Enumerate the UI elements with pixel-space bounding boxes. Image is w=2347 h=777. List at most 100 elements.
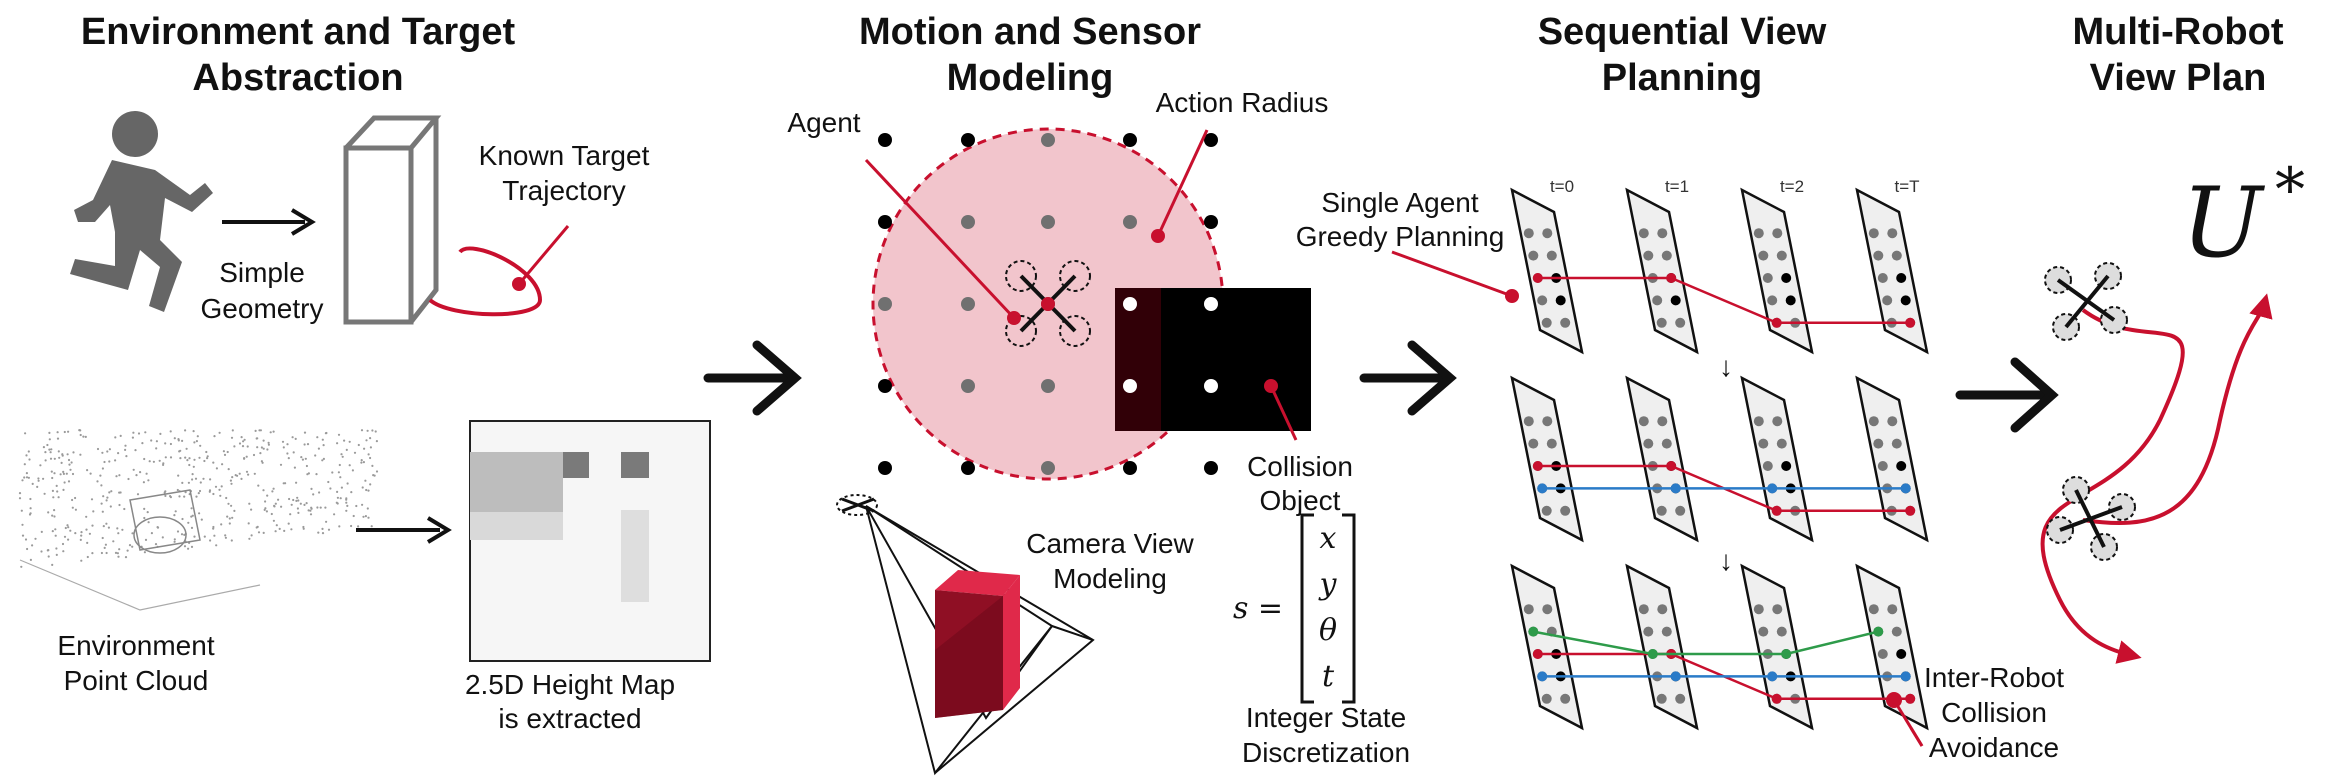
- panel-state-node: [1555, 295, 1566, 306]
- state-node: [878, 133, 892, 147]
- panel-state-node: [1546, 438, 1557, 449]
- single-agent-start: [1505, 289, 1519, 303]
- state-x: x: [1320, 521, 1337, 556]
- panel-state-node: [1560, 317, 1571, 328]
- panel-state-node: [1891, 626, 1902, 637]
- time-label-T: t=T: [1894, 177, 1919, 196]
- point-cloud-image: [18, 429, 379, 611]
- optimal-plan-symbol: U: [2182, 167, 2266, 279]
- simple-geometry-label-2: Geometry: [201, 293, 324, 324]
- state-node: [1204, 379, 1218, 393]
- robot-path-1: [2040, 308, 2185, 664]
- section-title-modeling-line2: Modeling: [947, 57, 1114, 99]
- state-node: [961, 461, 975, 475]
- state-node: [1041, 215, 1055, 229]
- panel-state-node: [1877, 273, 1888, 283]
- box-geometry: [343, 115, 442, 325]
- height-map-label-1: 2.5D Height Map: [465, 669, 675, 700]
- panel-state-node: [1661, 250, 1672, 261]
- section-title-result: Multi-Robot: [2072, 11, 2283, 53]
- arrow-planning-to-result: [1955, 357, 2059, 433]
- collision-object-label-1: Collision: [1247, 451, 1353, 482]
- panel-state-node: [1643, 250, 1654, 261]
- panel-state-node: [1873, 438, 1884, 449]
- panel-state-node: [1643, 438, 1654, 449]
- time-label-0: t=0: [1550, 177, 1574, 196]
- panel-state-node: [1542, 604, 1553, 615]
- panel-state-node: [1753, 228, 1764, 239]
- panel-state-node: [1891, 438, 1902, 449]
- panel-state-node: [1541, 693, 1552, 704]
- state-node: [1041, 461, 1055, 475]
- optimal-plan-superscript: *: [2275, 155, 2305, 225]
- panel-state-node: [1887, 416, 1898, 427]
- panel-state-node: [1758, 626, 1769, 637]
- state-node: [961, 297, 975, 311]
- section-title-abstraction: Environment and Target: [81, 11, 516, 53]
- panel-state-node: [1762, 461, 1773, 471]
- camera-view-label-1: Camera View: [1026, 528, 1194, 559]
- panel-state-node: [1873, 250, 1884, 261]
- state-node: [1123, 133, 1137, 147]
- state-node: [1041, 133, 1055, 147]
- panel-state-node: [1785, 295, 1796, 306]
- panel-state-node: [1546, 250, 1557, 261]
- panel-state-node: [1638, 604, 1649, 615]
- inter-robot-label-1: Inter-Robot: [1924, 662, 2064, 693]
- single-agent-label-2: Greedy Planning: [1296, 221, 1505, 252]
- panel-state-node: [1758, 438, 1769, 449]
- panel-state-node: [1638, 228, 1649, 239]
- panel-state-node: [1877, 461, 1888, 471]
- panel-state-node: [1656, 693, 1667, 704]
- height-map-label-2: is extracted: [498, 703, 641, 734]
- panel-state-node: [1896, 461, 1907, 471]
- agent-label: Agent: [787, 107, 860, 138]
- panel-state-node: [1758, 250, 1769, 261]
- time-label-1: t=1: [1665, 177, 1689, 196]
- panel-state-node: [1877, 649, 1888, 659]
- panel-state-node: [1776, 438, 1787, 449]
- panel-state-node: [1541, 505, 1552, 516]
- panel-state-node: [1528, 438, 1539, 449]
- planned-path: [1533, 630, 1879, 656]
- panel-state-node: [1868, 416, 1879, 427]
- target-trajectory: [428, 246, 543, 317]
- collision-object-label-2: Object: [1260, 485, 1341, 516]
- panel-state-node: [1656, 505, 1667, 516]
- panel-state-node: [1542, 416, 1553, 427]
- panel-state-node: [1896, 273, 1907, 283]
- panel-state-node: [1656, 317, 1667, 328]
- inter-robot-label-2: Collision: [1941, 697, 2047, 728]
- panel-state-node: [1772, 228, 1783, 239]
- panel-state-node: [1670, 295, 1681, 306]
- panel-state-node: [1781, 273, 1792, 283]
- panel-state-node: [1896, 649, 1907, 659]
- robot-path-2: [2082, 293, 2273, 526]
- section-title-modeling: Motion and Sensor: [859, 11, 1201, 53]
- panel-state-node: [1652, 295, 1663, 306]
- section-title-abstraction-line2: Abstraction: [192, 57, 403, 99]
- robot-drone-1-icon: [2044, 262, 2128, 341]
- panel-state-node: [1638, 416, 1649, 427]
- point-cloud-label-1: Environment: [57, 630, 214, 661]
- panel-state-node: [1900, 295, 1911, 306]
- section-title-planning: Sequential View: [1538, 11, 1827, 53]
- state-node: [1204, 133, 1218, 147]
- state-t: t: [1322, 659, 1335, 694]
- inter-robot-label-3: Avoidance: [1929, 732, 2059, 763]
- panel-state-node: [1537, 295, 1548, 306]
- panel-state-node: [1523, 604, 1534, 615]
- panel-state-node: [1541, 317, 1552, 328]
- single-agent-label-1: Single Agent: [1321, 187, 1478, 218]
- section-title-result-line2: View Plan: [2090, 57, 2267, 99]
- state-prefix: s =: [1233, 591, 1283, 626]
- time-label-2: t=2: [1780, 177, 1804, 196]
- state-theta: θ: [1319, 613, 1337, 648]
- state-node: [1123, 215, 1137, 229]
- known-target-label-2: Trajectory: [502, 175, 625, 206]
- camera-drone-icon: [836, 494, 878, 516]
- state-node: [961, 215, 975, 229]
- agent-drone-icon: [1005, 260, 1091, 347]
- state-y: y: [1318, 567, 1338, 602]
